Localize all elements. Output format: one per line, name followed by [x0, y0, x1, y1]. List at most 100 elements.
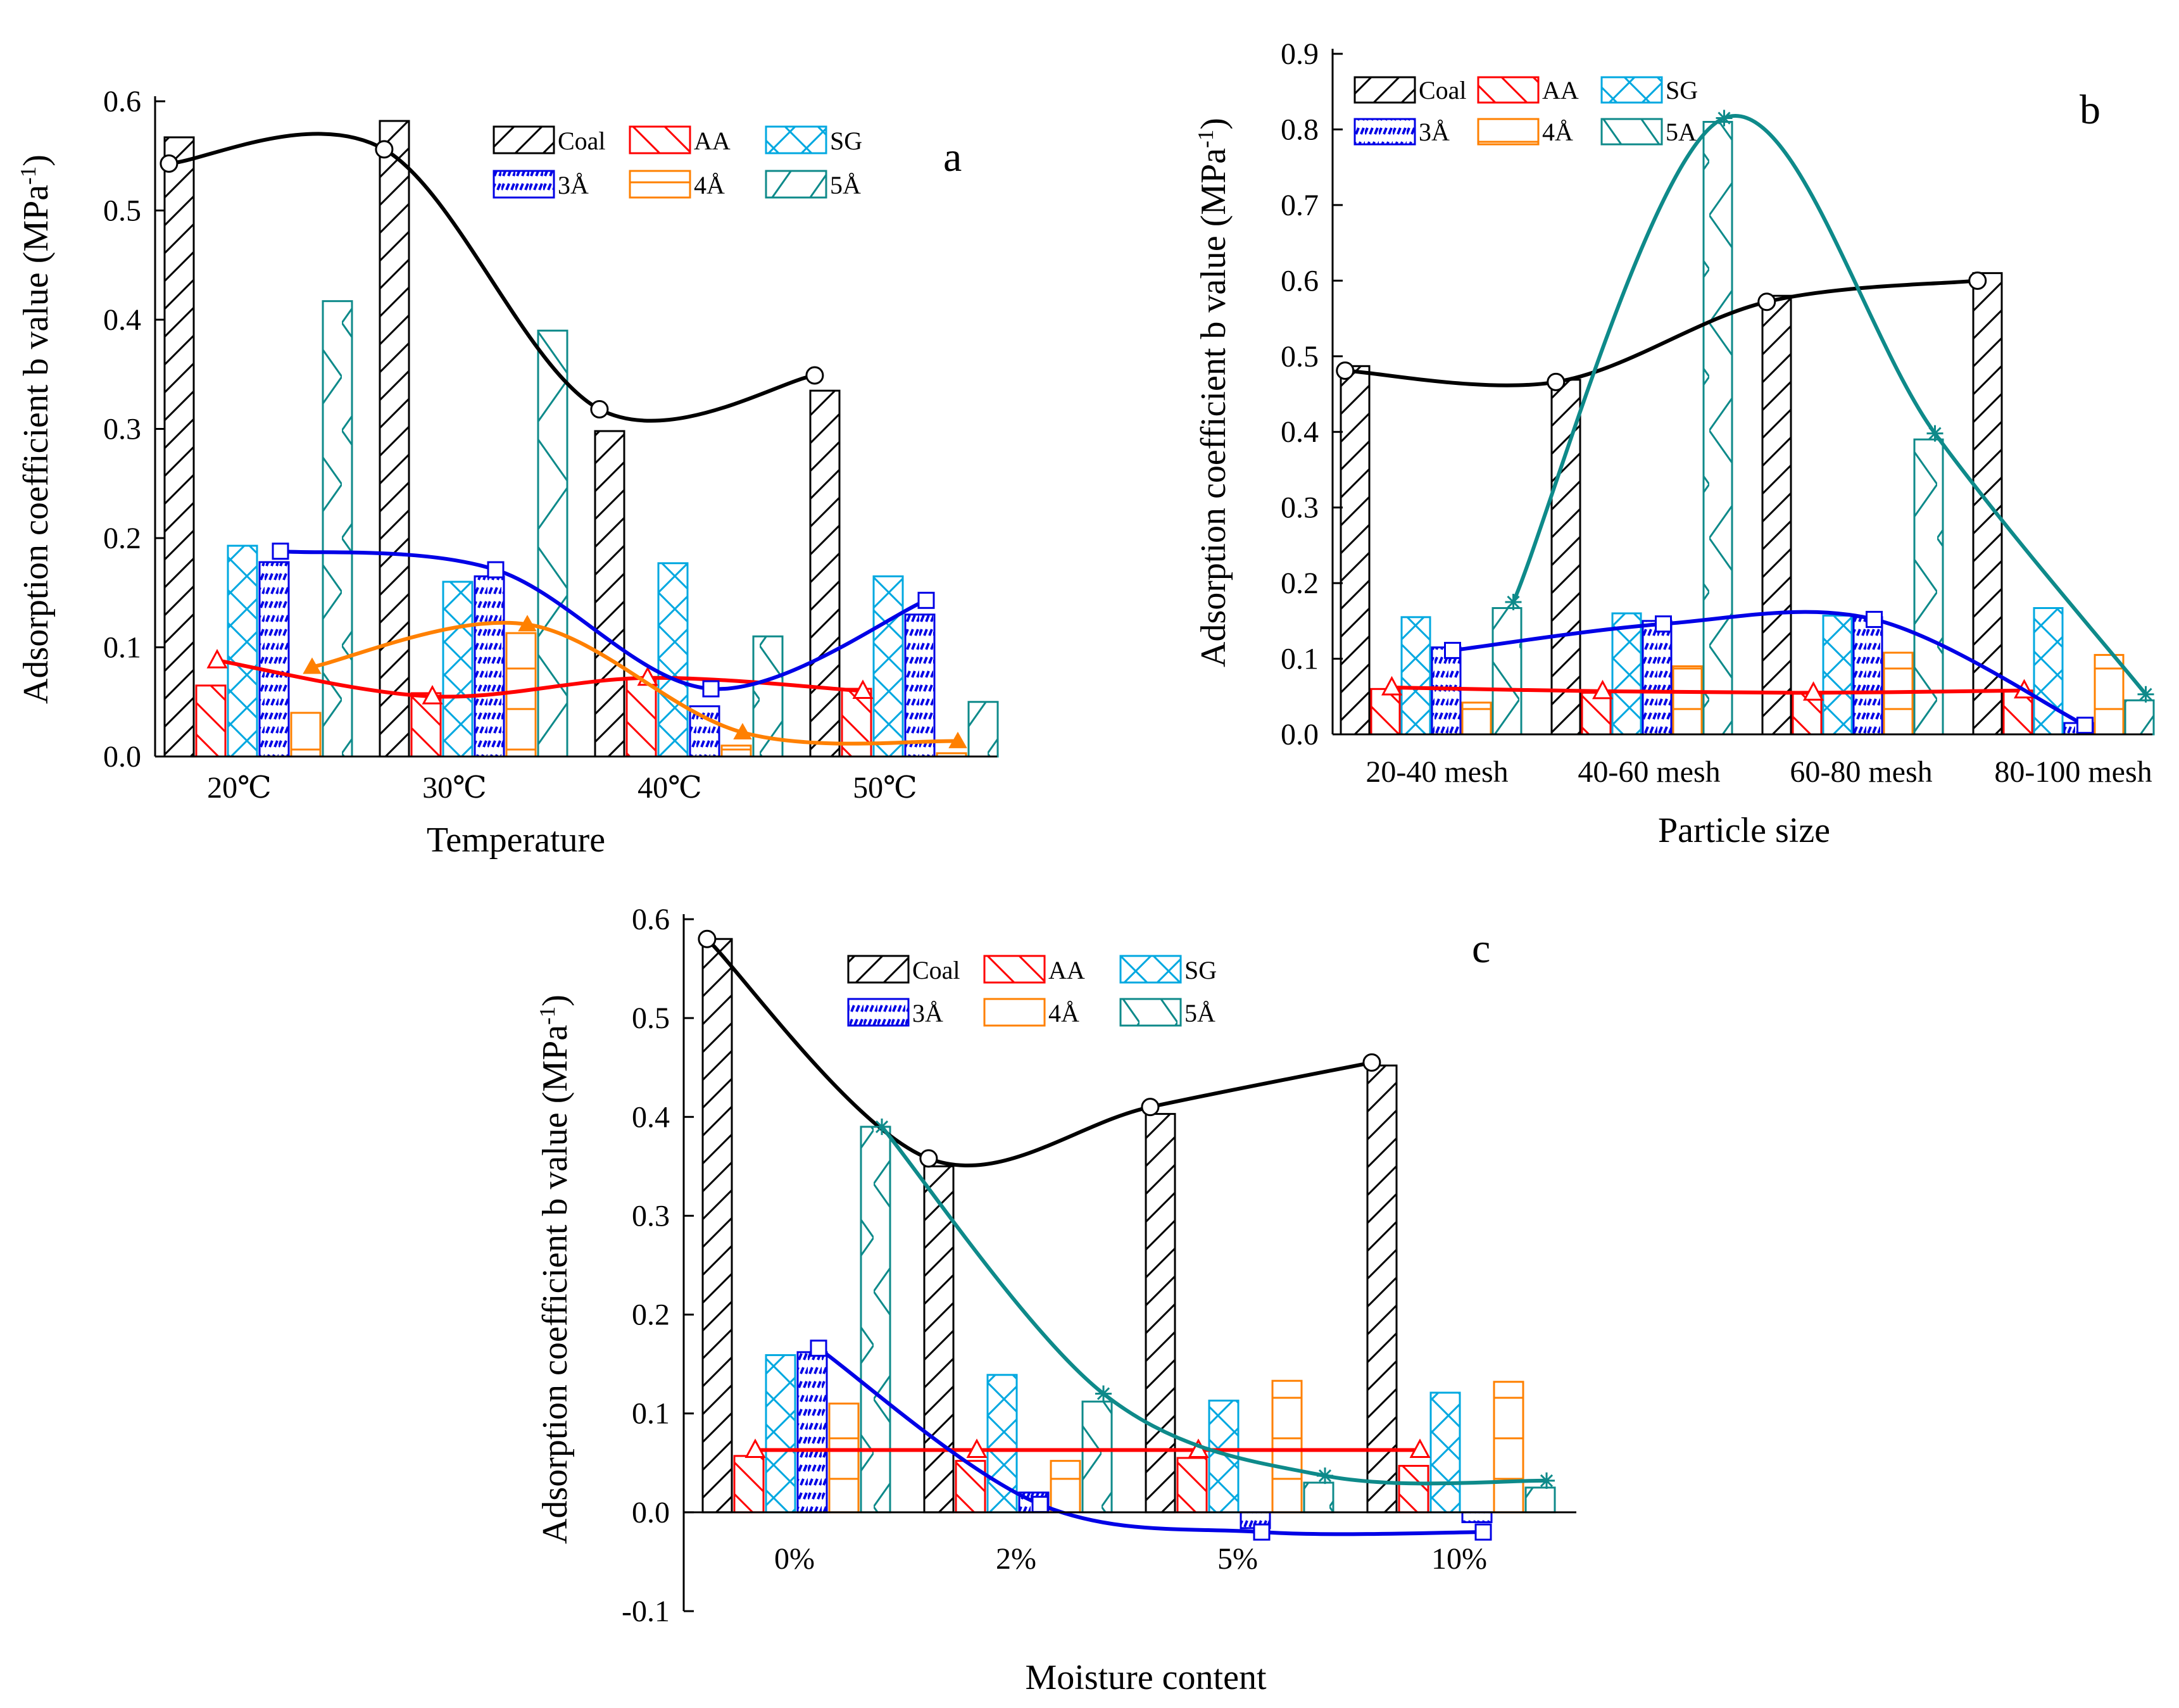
bar-4a-40-60-mesh — [1672, 665, 1703, 736]
marker-5a-0 — [1505, 593, 1522, 610]
bar-fill — [1493, 1381, 1524, 1514]
marker-coal-1 — [1547, 372, 1566, 391]
legend-label: SG — [1184, 956, 1217, 984]
legend-label: 3Å — [912, 999, 943, 1027]
marker-3a-2 — [1253, 1523, 1271, 1541]
y-tick-label: 0.9 — [1281, 37, 1319, 71]
x-category-label: 40℃ — [637, 771, 702, 805]
legend-item-4a: 4Å — [983, 998, 1079, 1027]
bar-fill — [1370, 688, 1401, 736]
bar-sg-10 — [1429, 1391, 1461, 1514]
bar-3a-60-80-mesh — [1852, 616, 1883, 736]
bar-5a-80-100-mesh — [2124, 699, 2155, 736]
marker-coal-0 — [160, 154, 179, 173]
legend-item-4a: 4Å — [1477, 118, 1573, 146]
legend-swatch — [493, 170, 555, 199]
marker-aa-1 — [966, 1438, 988, 1458]
legend-label: 4Å — [1048, 999, 1079, 1027]
marker-3a-2 — [702, 680, 720, 698]
bar-aa-5 — [1176, 1457, 1208, 1514]
marker-5a-2 — [1317, 1467, 1333, 1485]
marker-5a-0 — [874, 1118, 890, 1135]
bar-fill — [1303, 1481, 1334, 1514]
bar-fill — [537, 329, 568, 758]
marker-aa-3 — [852, 679, 874, 699]
bar-4a-0 — [828, 1402, 860, 1514]
bar-fill — [1642, 620, 1673, 736]
bar-fill — [1461, 1511, 1493, 1523]
bar-sg-40-60-mesh — [1611, 612, 1642, 736]
bar-coal-20-40-mesh — [1340, 365, 1371, 736]
marker-3a-1 — [487, 561, 505, 579]
marker-5a-1 — [1095, 1385, 1112, 1402]
x-category-label: 60-80 mesh — [1790, 755, 1932, 789]
bar-fill — [594, 430, 625, 758]
legend-label: SG — [1666, 76, 1698, 104]
y-tick-label: 0.5 — [632, 1002, 670, 1035]
bar-fill — [796, 1351, 828, 1514]
legend-label: 3Å — [558, 171, 589, 199]
legend: Coal AA SG 3Å 4Å 5Å — [493, 125, 862, 199]
bar-sg-20-40-mesh — [1400, 616, 1431, 736]
bar-fill — [720, 744, 752, 758]
chart-panel-c: -0.1 0.0 0.1 0.2 0.3 0.4 0.5 0.6 0% 2% 5% 10% Moistu… — [535, 903, 1576, 1697]
bar-fill — [841, 688, 872, 758]
bar-fill — [923, 1165, 955, 1514]
bar-4a-10 — [1493, 1381, 1524, 1514]
bar-5a-30 — [537, 329, 568, 758]
x-category-label: 5% — [1217, 1542, 1258, 1576]
marker-3a-3 — [917, 591, 935, 609]
x-category-label: 50℃ — [853, 771, 917, 805]
bar-3a-20-40-mesh — [1431, 646, 1462, 736]
bar-fill — [442, 581, 474, 758]
bar-fill — [2033, 607, 2064, 736]
marker-3a-1 — [1031, 1495, 1049, 1513]
curve-3a — [817, 1347, 1484, 1536]
legend: Coal AA SG 3Å 4Å 5Å — [847, 955, 1217, 1027]
legend-swatch — [1353, 118, 1416, 146]
y-tick-label: 0.5 — [1281, 340, 1319, 374]
y-axis-title: Adsorption coefficient b value (MPa-1) — [16, 154, 56, 704]
legend: Coal AA SG 3Å 4Å 5A — [1353, 76, 1698, 146]
x-category-label: 20-40 mesh — [1366, 755, 1508, 789]
bar-fill — [1491, 607, 1523, 736]
marker-coal-3 — [1968, 271, 1987, 290]
legend-item-5a: 5Å — [765, 170, 861, 199]
marker-3a-2 — [1866, 610, 1883, 628]
y-tick-label: 0.4 — [1281, 415, 1319, 449]
bar-fill — [290, 712, 322, 758]
curve-aa — [217, 658, 863, 699]
bar-fill — [872, 575, 904, 758]
bar-coal-10 — [1366, 1064, 1398, 1514]
bar-5a-5 — [1303, 1481, 1334, 1514]
bar-fill — [1611, 612, 1642, 736]
legend-label: AA — [1048, 956, 1085, 984]
marker-3a-1 — [1655, 615, 1672, 633]
marker-5a-2 — [1926, 425, 1944, 442]
legend-item-sg: SG — [1119, 955, 1217, 984]
bar-coal-5 — [1145, 1113, 1176, 1514]
marker-4a-3 — [948, 731, 967, 748]
y-tick-label: 0.6 — [103, 85, 141, 118]
bar-fill — [1822, 614, 1853, 736]
bar-3a-10 — [1461, 1511, 1493, 1523]
bar-fill — [195, 684, 227, 758]
legend-label: Coal — [912, 956, 960, 984]
y-tick-label: 0.0 — [103, 740, 141, 774]
x-category-label: 40-60 mesh — [1578, 755, 1720, 789]
y-tick-label: 0.3 — [103, 413, 141, 446]
bar-fill — [1271, 1379, 1303, 1514]
bar-fill — [1524, 1486, 1556, 1514]
y-tick-label: 0.6 — [1281, 264, 1319, 298]
bar-5a-50 — [967, 701, 999, 758]
y-tick-label: 0.7 — [1281, 189, 1319, 222]
bar-sg-0 — [765, 1354, 796, 1514]
bar-aa-40-60-mesh — [1581, 691, 1612, 736]
y-tick-label: -0.1 — [622, 1595, 670, 1628]
marker-coal-0 — [698, 929, 717, 948]
y-tick-label: 0.0 — [1281, 718, 1319, 751]
legend-item-5a: 5A — [1600, 118, 1697, 146]
bar-4a-20 — [290, 712, 322, 758]
y-axis-title: Adsorption coefficient b value (MPa-1) — [1193, 118, 1234, 667]
bar-fill — [1702, 121, 1733, 736]
